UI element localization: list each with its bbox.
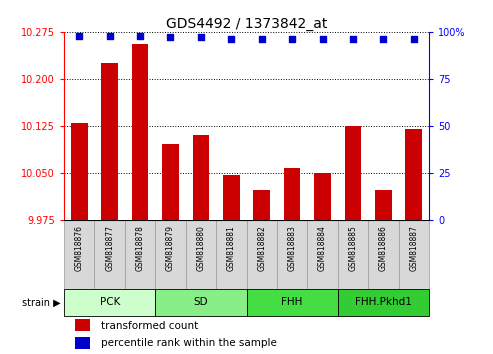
Bar (193, 135, 209, 219)
Point (318, 36, 326, 42)
Bar (95, 219, 125, 289)
Text: PCK: PCK (100, 297, 120, 307)
Text: GSM818876: GSM818876 (75, 225, 84, 271)
Bar (102, 63, 118, 219)
Bar (338, 289, 429, 316)
Bar (155, 219, 186, 289)
Point (75, 33, 83, 39)
Text: transformed count: transformed count (101, 321, 198, 331)
Text: percentile rank within the sample: percentile rank within the sample (101, 338, 277, 348)
Text: GSM818882: GSM818882 (257, 225, 266, 271)
Bar (253, 190, 270, 219)
Bar (405, 129, 422, 219)
Bar (314, 173, 331, 219)
Bar (345, 126, 361, 219)
Text: GSM818886: GSM818886 (379, 225, 388, 271)
Bar (284, 168, 300, 219)
Text: GSM818879: GSM818879 (166, 225, 175, 271)
Text: GSM818884: GSM818884 (318, 225, 327, 271)
Bar (338, 219, 368, 289)
Text: GSM818885: GSM818885 (349, 225, 357, 271)
Text: FHH: FHH (282, 297, 303, 307)
Bar (64, 219, 95, 289)
Point (227, 36, 235, 42)
Point (197, 35, 205, 40)
Point (410, 36, 418, 42)
Bar (223, 175, 240, 219)
Point (136, 33, 144, 39)
Text: SD: SD (194, 297, 208, 307)
Text: GSM818883: GSM818883 (287, 225, 297, 271)
Text: GSM818878: GSM818878 (136, 225, 144, 271)
Point (258, 36, 266, 42)
Bar (75, 337, 90, 349)
Point (288, 36, 296, 42)
Point (106, 33, 113, 39)
Text: GSM818877: GSM818877 (105, 225, 114, 271)
Text: FHH.Pkhd1: FHH.Pkhd1 (355, 297, 412, 307)
Text: GSM818880: GSM818880 (196, 225, 206, 271)
Bar (75, 319, 90, 331)
Bar (125, 219, 155, 289)
Bar (155, 289, 246, 316)
Bar (277, 219, 307, 289)
Text: GSM818887: GSM818887 (409, 225, 418, 271)
Bar (398, 219, 429, 289)
Bar (186, 219, 216, 289)
Text: GSM818881: GSM818881 (227, 225, 236, 271)
Point (380, 36, 387, 42)
Title: GDS4492 / 1373842_at: GDS4492 / 1373842_at (166, 17, 327, 31)
Bar (64, 289, 155, 316)
Bar (307, 219, 338, 289)
Bar (246, 289, 338, 316)
Bar (162, 144, 179, 219)
Point (349, 36, 357, 42)
Text: strain ▶: strain ▶ (22, 297, 61, 307)
Bar (368, 219, 398, 289)
Bar (216, 219, 246, 289)
Point (167, 35, 175, 40)
Bar (71, 122, 88, 219)
Bar (375, 190, 391, 219)
Bar (246, 219, 277, 289)
Bar (132, 44, 148, 219)
